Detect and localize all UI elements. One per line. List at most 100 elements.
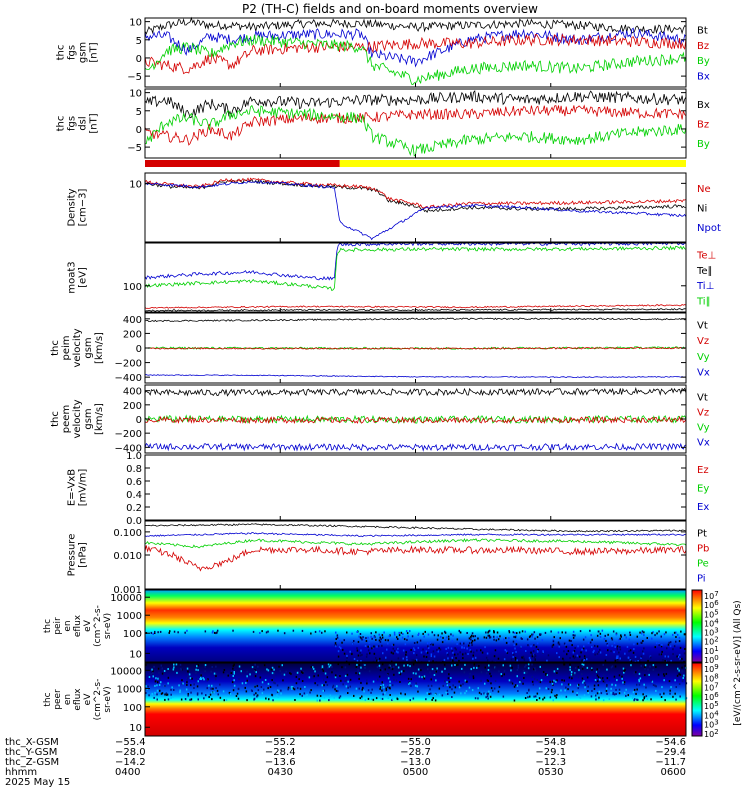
- spectrogram-pixel: [375, 631, 377, 634]
- spectrogram-pixel: [664, 655, 666, 658]
- spectrogram-pixel: [410, 684, 412, 687]
- spectrogram-pixel: [370, 635, 372, 638]
- legend-entry: Vt: [697, 392, 708, 403]
- spectrogram-pixel: [386, 674, 389, 676]
- spectrogram-pixel: [589, 641, 592, 644]
- spectrogram-pixel: [477, 687, 479, 690]
- spectrogram-pixel: [599, 636, 602, 638]
- spectrogram-pixel: [596, 634, 599, 637]
- spectrogram-pixel: [384, 668, 386, 671]
- spectrogram-pixel: [681, 680, 684, 683]
- spectrogram-pixel: [391, 684, 394, 687]
- spectrogram-pixel: [569, 666, 571, 669]
- spectrogram-pixel: [596, 668, 598, 671]
- spectrogram-pixel: [403, 664, 405, 667]
- spectrogram-pixel: [463, 646, 465, 649]
- spectrogram-pixel: [343, 639, 345, 642]
- ephemeris-value: −55.2: [265, 737, 296, 748]
- spectrogram-pixel: [484, 693, 486, 696]
- spectrogram-pixel: [375, 638, 377, 641]
- spectrogram-pixel: [523, 659, 526, 661]
- legend-entry: Bz: [697, 41, 709, 52]
- spectrogram-pixel: [523, 671, 526, 674]
- spectrogram-pixel: [655, 666, 657, 668]
- spectrogram-pixel: [167, 698, 170, 701]
- spectrogram-pixel: [592, 651, 594, 654]
- spectrogram-pixel: [154, 684, 156, 687]
- panel-frame: [144, 172, 687, 243]
- spectrogram-pixel: [447, 646, 450, 649]
- spectrogram-pixel: [663, 679, 665, 682]
- spectrogram-pixel: [432, 650, 435, 653]
- spectrogram-pixel: [586, 658, 588, 661]
- spectrogram-pixel: [531, 676, 533, 678]
- ylabel-esa-velocity: thc peim velocity gsm [km/s]: [50, 328, 105, 367]
- spectrogram-pixel: [462, 653, 464, 656]
- spectrogram-pixel: [532, 633, 534, 636]
- spectrogram-pixel: [527, 663, 530, 666]
- spectrogram-pixel: [486, 695, 489, 698]
- spectrogram-pixel: [625, 688, 627, 691]
- spectrogram-pixel: [668, 641, 670, 644]
- spectrogram-pixel: [576, 654, 579, 657]
- spectrogram-pixel: [211, 691, 213, 694]
- spectrogram-pixel: [391, 698, 393, 701]
- spectrogram-pixel: [508, 637, 510, 640]
- spectrogram-pixel: [273, 672, 275, 675]
- spectrogram-pixel: [430, 643, 432, 646]
- spectrogram-pixel: [527, 667, 530, 670]
- spectrogram-pixel: [660, 645, 663, 648]
- spectrogram-pixel: [618, 651, 620, 654]
- ytick-label: 400: [123, 387, 142, 398]
- spectrogram-pixel: [518, 678, 520, 681]
- spectrogram-pixel: [633, 648, 635, 651]
- spectrogram-pixel: [175, 663, 178, 666]
- spectrogram-pixel: [176, 671, 178, 674]
- spectrogram-pixel: [619, 646, 621, 648]
- spectrogram-pixel: [472, 651, 475, 654]
- colorbar-tick: 108: [704, 672, 719, 683]
- spectrogram-pixel: [489, 672, 491, 675]
- spectrogram-pixel: [254, 675, 257, 678]
- spectrogram-pixel: [496, 636, 498, 639]
- spectrogram-pixel: [514, 657, 517, 659]
- legend-entry: Bx: [697, 72, 710, 83]
- spectrogram-pixel: [358, 687, 360, 690]
- spectrogram-pixel: [576, 692, 578, 695]
- spectrogram-pixel: [541, 639, 544, 642]
- spectrogram-pixel: [525, 650, 527, 652]
- ytick-label: −200: [115, 359, 142, 370]
- spectrogram-pixel: [572, 651, 575, 654]
- mode-bar-segment: [339, 160, 686, 167]
- ephemeris-value: −54.6: [655, 737, 686, 748]
- spectrogram-pixel: [513, 685, 516, 688]
- spectrogram-pixel: [230, 672, 233, 674]
- spectrogram-pixel: [233, 679, 235, 682]
- ytick-label: 10: [129, 649, 142, 660]
- spectrogram-pixel: [271, 679, 273, 682]
- spectrogram-pixel: [290, 685, 293, 688]
- spectrogram-pixel: [528, 656, 531, 659]
- spectrogram-pixel: [438, 687, 441, 690]
- spectrogram-pixel: [391, 697, 394, 700]
- spectrogram-pixel: [256, 694, 259, 697]
- spectrogram-pixel: [316, 684, 319, 687]
- spectrogram-pixel: [561, 683, 563, 686]
- spectrogram-pixel: [372, 698, 375, 701]
- colorbar-tick: 107: [704, 590, 719, 601]
- spectrogram-pixel: [534, 637, 536, 640]
- ylabel-line: Density: [67, 188, 78, 226]
- spectrogram-pixel: [636, 642, 639, 645]
- spectrogram-pixel: [329, 664, 332, 667]
- spectrogram-pixel: [571, 644, 573, 647]
- spectrogram-pixel: [392, 647, 394, 650]
- spectrogram-pixel: [407, 677, 410, 680]
- spectrogram-pixel: [581, 663, 583, 666]
- spectrogram-pixel: [447, 635, 450, 638]
- spectrogram-pixel: [425, 650, 428, 653]
- spectrogram-pixel: [661, 643, 663, 646]
- spectrogram-pixel: [211, 631, 214, 634]
- spectrogram-pixel: [256, 684, 259, 687]
- spectrogram-pixel: [429, 671, 431, 674]
- spectrogram-pixel: [568, 676, 571, 679]
